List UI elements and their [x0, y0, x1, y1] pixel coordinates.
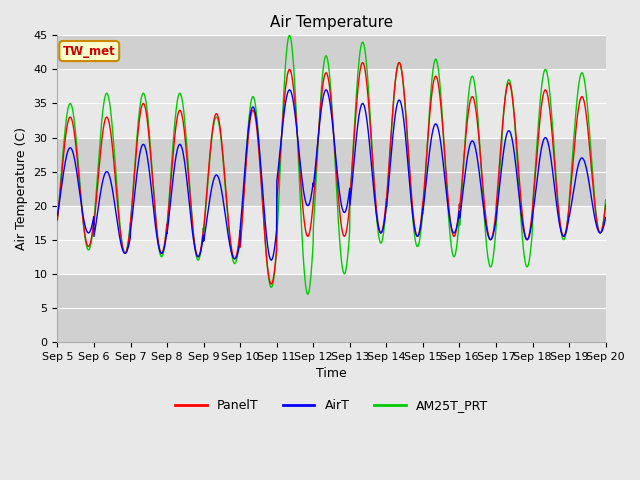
Bar: [58, 274, 605, 342]
Y-axis label: Air Temperature (C): Air Temperature (C): [15, 127, 28, 250]
Title: Air Temperature: Air Temperature: [270, 15, 393, 30]
Bar: [58, 205, 605, 274]
X-axis label: Time: Time: [316, 367, 347, 380]
Bar: [58, 1, 605, 70]
Bar: [58, 138, 605, 205]
Legend: PanelT, AirT, AM25T_PRT: PanelT, AirT, AM25T_PRT: [170, 394, 493, 417]
Text: TW_met: TW_met: [63, 45, 116, 58]
Bar: [58, 70, 605, 138]
